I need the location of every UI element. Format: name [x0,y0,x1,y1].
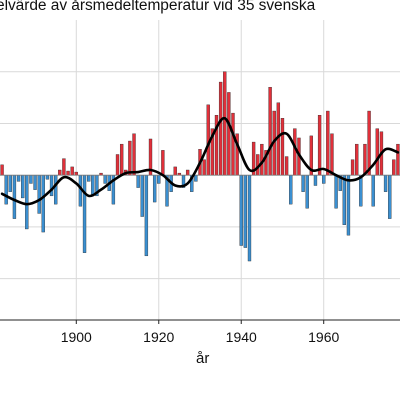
bar-1958 [313,174,318,186]
bar-1966 [346,174,351,236]
bar-1960 [322,174,326,184]
bar-1893 [45,174,50,180]
bar-1950 [280,118,285,176]
bar-1941 [243,174,248,248]
bar-1942 [247,174,252,262]
bar-1938 [231,112,235,176]
bar-1896 [58,169,62,176]
bar-1891 [37,174,41,214]
bar-1936 [223,71,227,176]
bar-1920 [157,174,161,184]
bar-1897 [62,158,66,176]
bar-1971 [367,110,371,176]
bar-1903 [87,174,91,182]
bar-1887 [21,174,25,199]
bar-1915 [136,174,140,188]
bar-1965 [342,174,346,226]
x-tick-label: 1900 [61,329,92,345]
bar-1969 [359,174,363,207]
bar-1970 [363,143,367,176]
bar-1955 [301,174,305,192]
bar-1947 [268,87,272,176]
bar-1904 [91,174,95,197]
bar-1952 [289,174,293,205]
bar-1890 [33,174,37,190]
bar-1907 [103,174,107,184]
bar-1959 [317,114,322,176]
bar-1898 [66,170,70,176]
x-tick-label: 1940 [226,329,257,345]
bar-1953 [293,128,297,176]
bar-1956 [305,174,309,209]
bar-1900 [74,171,78,176]
bar-1962 [330,133,334,176]
smoothed-trend-line [0,116,400,206]
bar-1884 [8,174,12,192]
x-tick-label: 1960 [308,329,339,345]
bar-1917 [144,174,149,257]
bar-1967 [350,159,355,176]
bar-1919 [152,174,157,203]
chart-title: elvärde av årsmedeltemperatur vid 35 sve… [0,0,316,14]
bar-1883 [4,174,8,205]
bar-1882 [0,164,4,176]
x-axis-label: år [196,350,210,367]
x-tick-label: 1920 [143,329,174,345]
bar-1977 [392,159,396,176]
bar-1921 [161,150,165,176]
bar-1978 [396,143,400,176]
bar-1886 [16,174,21,182]
bar-1976 [388,174,392,219]
bar-1940 [239,174,243,246]
bar-1894 [49,174,54,197]
bar-1895 [54,174,58,205]
bar-1973 [375,128,379,176]
bar-1963 [334,174,338,209]
bar-1961 [326,110,330,176]
bar-1902 [82,174,87,253]
bars [0,71,400,262]
gridlines [0,20,400,320]
bar-1892 [41,174,45,233]
bar-1910 [115,154,120,176]
bar-1951 [284,156,289,176]
bar-1911 [119,143,124,176]
bar-1885 [12,174,17,219]
bar-1913 [128,140,132,176]
bar-1968 [355,143,359,176]
bar-1975 [383,174,388,192]
bar-1972 [371,174,375,207]
bar-1888 [25,174,29,230]
bar-1929 [194,174,198,182]
bar-1924 [173,166,177,176]
bar-1927 [185,169,190,176]
bar-1937 [227,92,231,176]
x-axis: 1900 1920 1940 1960 [0,174,400,345]
bar-1935 [218,81,223,176]
bar-1931 [202,159,206,176]
bar-1889 [29,174,33,184]
bar-1916 [140,174,144,217]
bar-1899 [70,166,74,176]
bar-1914 [132,133,136,176]
